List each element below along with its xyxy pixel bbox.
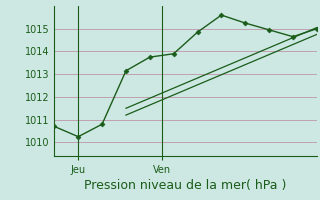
X-axis label: Pression niveau de la mer( hPa ): Pression niveau de la mer( hPa ) [84, 179, 287, 192]
